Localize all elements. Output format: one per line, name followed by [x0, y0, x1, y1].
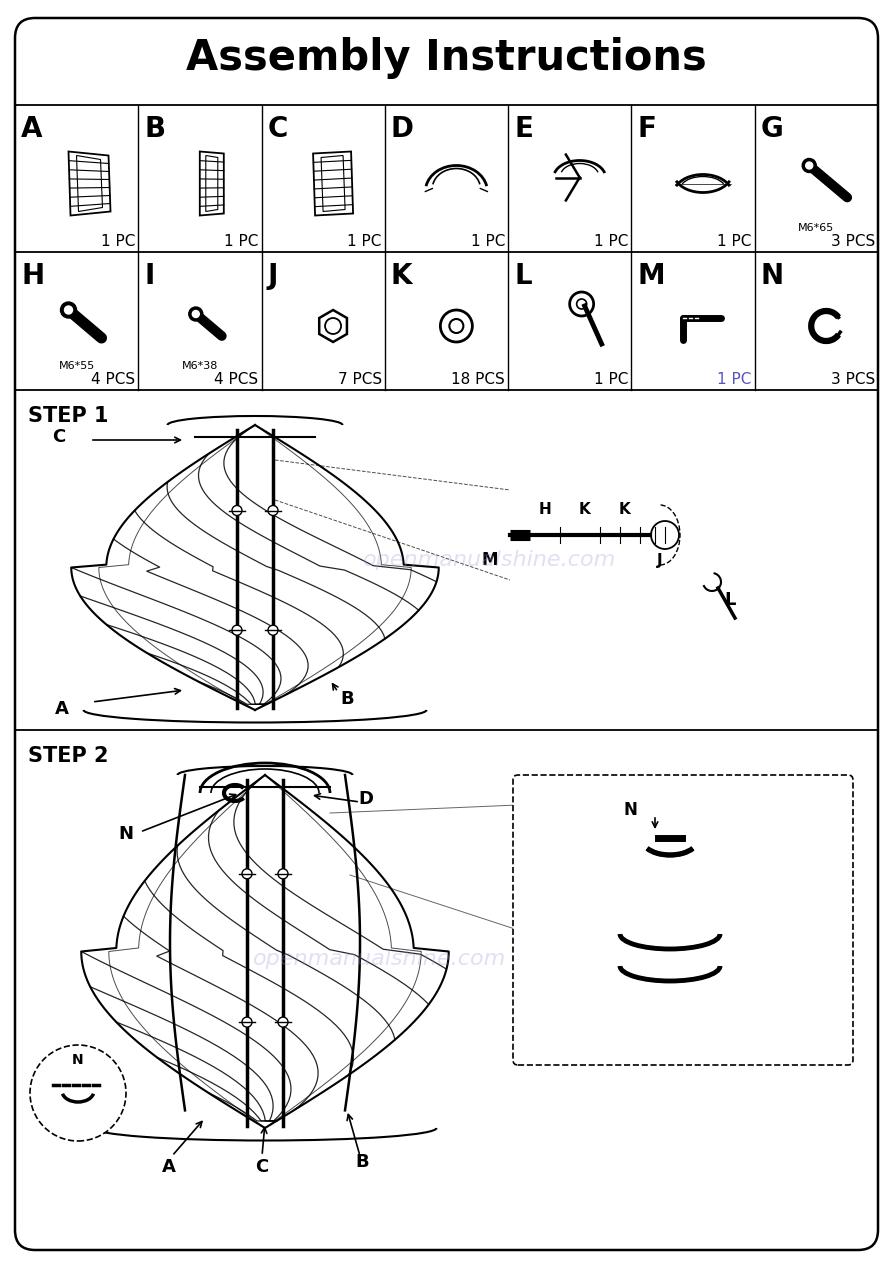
- Text: M6*55: M6*55: [59, 361, 95, 371]
- Text: L: L: [514, 261, 531, 290]
- Text: 1 PC: 1 PC: [347, 234, 382, 249]
- Text: M6*38: M6*38: [182, 361, 218, 371]
- Text: STEP 1: STEP 1: [28, 405, 109, 426]
- Text: N: N: [72, 1053, 84, 1067]
- Text: H: H: [538, 503, 551, 518]
- Text: 4 PCS: 4 PCS: [91, 373, 135, 386]
- Text: A: A: [162, 1158, 176, 1176]
- Circle shape: [30, 1045, 126, 1140]
- Text: M6*65: M6*65: [798, 224, 834, 232]
- Circle shape: [268, 505, 278, 515]
- Text: D: D: [391, 115, 413, 143]
- FancyBboxPatch shape: [15, 18, 878, 1250]
- Text: 18 PCS: 18 PCS: [451, 373, 505, 386]
- Text: E: E: [514, 115, 533, 143]
- Circle shape: [61, 302, 77, 318]
- Text: 1 PC: 1 PC: [471, 234, 505, 249]
- Text: 3 PCS: 3 PCS: [830, 373, 875, 386]
- Text: N: N: [118, 825, 133, 842]
- Circle shape: [268, 625, 278, 635]
- Text: B: B: [340, 690, 354, 709]
- Text: openmanualshine.com: openmanualshine.com: [254, 949, 506, 969]
- Circle shape: [278, 1017, 288, 1027]
- Circle shape: [242, 869, 252, 879]
- Circle shape: [232, 505, 242, 515]
- Text: 1 PC: 1 PC: [717, 234, 752, 249]
- Text: STEP 2: STEP 2: [28, 746, 109, 765]
- Text: M: M: [638, 261, 665, 290]
- Circle shape: [278, 869, 288, 879]
- Text: C: C: [268, 115, 288, 143]
- Text: 7 PCS: 7 PCS: [338, 373, 382, 386]
- Text: A: A: [21, 115, 43, 143]
- Circle shape: [232, 625, 242, 635]
- Text: N: N: [623, 801, 637, 818]
- Text: openmanualshine.com: openmanualshine.com: [363, 549, 617, 570]
- Circle shape: [805, 162, 813, 169]
- Text: G: G: [761, 115, 783, 143]
- Text: 4 PCS: 4 PCS: [214, 373, 259, 386]
- FancyBboxPatch shape: [513, 775, 853, 1065]
- Text: H: H: [21, 261, 44, 290]
- Text: 1 PC: 1 PC: [717, 373, 752, 386]
- Text: I: I: [145, 261, 154, 290]
- Text: 1 PC: 1 PC: [101, 234, 135, 249]
- Text: 1 PC: 1 PC: [224, 234, 259, 249]
- Text: L: L: [724, 591, 736, 609]
- Circle shape: [802, 158, 816, 173]
- Text: B: B: [145, 115, 165, 143]
- Text: Assembly Instructions: Assembly Instructions: [186, 37, 706, 80]
- Text: 3 PCS: 3 PCS: [830, 234, 875, 249]
- Text: 1 PC: 1 PC: [594, 234, 629, 249]
- Text: J: J: [657, 552, 663, 567]
- Text: C: C: [255, 1158, 268, 1176]
- Text: M: M: [481, 551, 498, 570]
- Circle shape: [188, 307, 203, 321]
- Text: K: K: [391, 261, 413, 290]
- Circle shape: [64, 306, 72, 314]
- Text: F: F: [638, 115, 656, 143]
- Text: 1 PC: 1 PC: [594, 373, 629, 386]
- Text: N: N: [761, 261, 784, 290]
- Circle shape: [242, 1017, 252, 1027]
- Text: K: K: [580, 503, 591, 518]
- Text: J: J: [268, 261, 278, 290]
- Text: K: K: [619, 503, 630, 518]
- Circle shape: [192, 311, 199, 317]
- Text: A: A: [55, 700, 69, 717]
- Text: B: B: [355, 1153, 369, 1171]
- Text: C: C: [52, 428, 65, 446]
- Text: D: D: [358, 789, 373, 808]
